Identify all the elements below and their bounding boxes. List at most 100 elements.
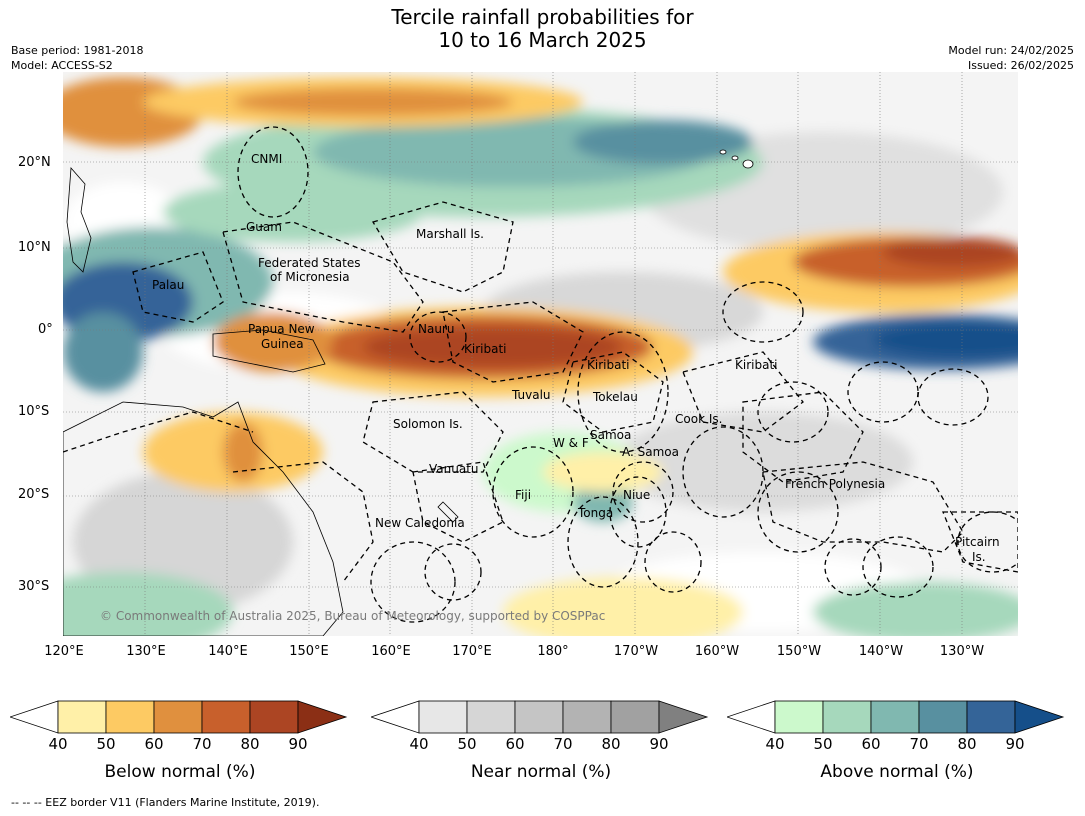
- lon-label: 180°: [537, 644, 569, 659]
- colorbar-tick-label: 70: [192, 735, 212, 753]
- lon-label: 140°E: [208, 644, 248, 659]
- model-run: Model run: 24/02/2025: [948, 44, 1074, 57]
- colorbar-tick-label: 90: [288, 735, 308, 753]
- colorbar-tick-label: 80: [601, 735, 621, 753]
- philippines-outline: [66, 167, 92, 273]
- place-label: Vanuatu: [429, 462, 479, 476]
- lon-label: 130°W: [939, 644, 985, 659]
- lon-label: 170°E: [452, 644, 492, 659]
- place-label: Samoa: [590, 428, 632, 442]
- place-label: Niue: [623, 488, 651, 502]
- colorbar-tick-label: 40: [765, 735, 785, 753]
- lon-label: 150°W: [776, 644, 822, 659]
- colorbar-segment: [870, 700, 920, 734]
- title-line-2: 10 to 16 March 2025: [438, 28, 647, 52]
- colorbar-tick-label: 40: [409, 735, 429, 753]
- place-label: of Micronesia: [270, 270, 350, 284]
- eez-footnote: -- -- -- EEZ border V11 (Flanders Marine…: [11, 796, 320, 809]
- new-guinea-outline: [212, 329, 326, 373]
- colorbar-segment: [918, 700, 968, 734]
- place-labels: CNMI Guam Marshall Is. Federated States …: [63, 72, 1018, 636]
- place-label: Kiribati: [587, 358, 630, 372]
- lon-label: 160°W: [694, 644, 740, 659]
- place-label: Tonga: [578, 506, 614, 520]
- colorbar-tick-label: 60: [505, 735, 525, 753]
- lat-label: 10°N: [18, 240, 51, 255]
- place-label: Kiribati: [464, 342, 507, 356]
- colorbar-tick-label: 50: [813, 735, 833, 753]
- colorbar-tick-label: 90: [649, 735, 669, 753]
- place-label: Palau: [152, 278, 185, 292]
- grid-lines: [63, 72, 1018, 636]
- place-label: Solomon Is.: [393, 417, 463, 431]
- colorbar-near: [371, 700, 709, 734]
- place-label: Pitcairn: [955, 535, 1000, 549]
- lon-label: 140°W: [858, 644, 904, 659]
- place-label: Papua New: [248, 322, 315, 336]
- place-label: Kiribati: [735, 358, 778, 372]
- colorbar-tick-label: 60: [144, 735, 164, 753]
- colorbar-segment: [105, 700, 155, 734]
- colorbar-below: [10, 700, 348, 734]
- title-line-1: Tercile rainfall probabilities for: [391, 5, 694, 29]
- chart-title: Tercile rainfall probabilities for 10 to…: [0, 6, 1085, 52]
- hawaii-islands: [719, 149, 754, 169]
- lon-label: 170°W: [613, 644, 659, 659]
- colorbar-segment: [418, 700, 468, 734]
- place-label: Cook Is.: [675, 412, 723, 426]
- place-label: Guam: [246, 220, 282, 234]
- colorbar-segment: [562, 700, 612, 734]
- place-label: Marshall Is.: [416, 227, 484, 241]
- meta-left: Base period: 1981-2018 Model: ACCESS-S2: [11, 43, 143, 73]
- lon-label: 150°E: [289, 644, 329, 659]
- colorbar-segment: [774, 700, 824, 734]
- place-label: French Polynesia: [785, 477, 886, 491]
- colorbar-extend-high: [297, 700, 348, 734]
- colorbar-tick-label: 50: [457, 735, 477, 753]
- lon-label: 130°E: [126, 644, 166, 659]
- place-label: Guinea: [261, 337, 304, 351]
- place-label: Fiji: [515, 488, 532, 502]
- colorbar-tick-label: 80: [240, 735, 260, 753]
- meta-right: Model run: 24/02/2025 Issued: 26/02/2025: [948, 43, 1074, 73]
- colorbar-tick-label: 50: [96, 735, 116, 753]
- model-name: Model: ACCESS-S2: [11, 59, 113, 72]
- place-label: W & F: [553, 436, 589, 450]
- lat-label: 20°N: [18, 155, 51, 170]
- colorbar-above: [727, 700, 1065, 734]
- colorbar-title-above: Above normal (%): [820, 762, 974, 782]
- issued-date: Issued: 26/02/2025: [967, 59, 1074, 72]
- colorbar-extend-low: [371, 700, 420, 734]
- colorbar-segment: [514, 700, 564, 734]
- place-label: Is.: [972, 550, 986, 564]
- colorbar-title-near: Near normal (%): [470, 762, 612, 782]
- lat-label: 0°: [38, 322, 53, 337]
- colorbar-segment: [57, 700, 107, 734]
- place-label: Tuvalu: [512, 388, 551, 402]
- base-period: Base period: 1981-2018: [11, 44, 144, 57]
- place-label: Nauru: [418, 322, 455, 336]
- place-label: CNMI: [251, 152, 283, 166]
- place-label: Tokelau: [593, 390, 638, 404]
- colorbar-tick-label: 60: [861, 735, 881, 753]
- colorbar-segment: [249, 700, 299, 734]
- colorbar-segment: [966, 700, 1016, 734]
- probability-map: [63, 72, 1018, 636]
- probability-fields: [63, 77, 1018, 636]
- copyright-notice: © Commonwealth of Australia 2025, Bureau…: [100, 609, 606, 623]
- colorbar-segment: [822, 700, 872, 734]
- lon-label: 160°E: [371, 644, 411, 659]
- colorbar-segment: [201, 700, 251, 734]
- new-caledonia-outline: [437, 501, 459, 523]
- place-label: Federated States: [258, 256, 361, 270]
- colorbar-tick-label: 70: [553, 735, 573, 753]
- eez-borders: [63, 126, 1018, 623]
- colorbar-segment: [466, 700, 516, 734]
- place-label: A. Samoa: [622, 445, 679, 459]
- colorbar-segment: [610, 700, 660, 734]
- lat-label: 10°S: [18, 404, 50, 419]
- colorbar-tick-label: 80: [957, 735, 977, 753]
- lon-label: 120°E: [44, 644, 84, 659]
- lat-label: 20°S: [18, 487, 50, 502]
- colorbar-extend-high: [1014, 700, 1065, 734]
